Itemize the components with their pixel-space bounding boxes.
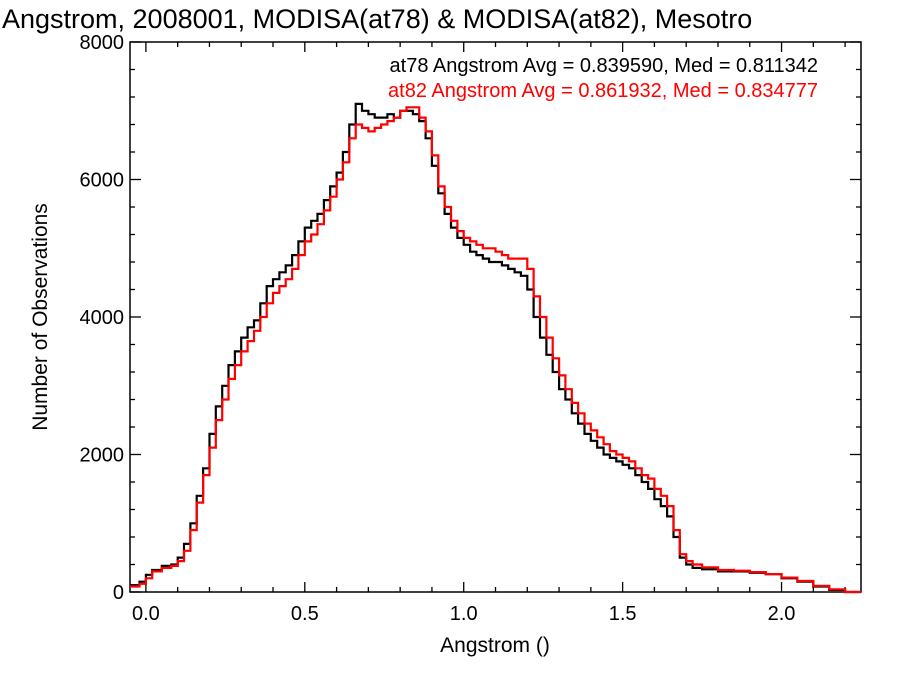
axis-ticks bbox=[130, 41, 861, 593]
series-group bbox=[130, 102, 861, 594]
y-tick-label: 4000 bbox=[80, 307, 125, 329]
x-axis-label: Angstrom () bbox=[440, 634, 550, 657]
series-at78-line bbox=[130, 102, 861, 594]
tick-labels: 0.0 0.5 1.0 1.5 2.0 0 2000 4000 6000 8000 bbox=[80, 32, 796, 625]
x-tick-label: 2.0 bbox=[768, 603, 796, 625]
x-tick-label: 1.5 bbox=[609, 603, 637, 625]
y-tick-label: 8000 bbox=[80, 32, 125, 54]
y-tick-label: 6000 bbox=[80, 170, 125, 192]
x-tick-label: 0.0 bbox=[132, 603, 160, 625]
chart-title: Angstrom, 2008001, MODISA(at78) & MODISA… bbox=[2, 4, 752, 34]
y-tick-label: 0 bbox=[113, 582, 124, 604]
x-tick-label: 0.5 bbox=[291, 603, 319, 625]
series-at82-line bbox=[130, 106, 861, 594]
y-tick-label: 2000 bbox=[80, 445, 125, 467]
y-axis-label: Number of Observations bbox=[29, 203, 52, 431]
legend-entry-at78: at78 Angstrom Avg = 0.839590, Med = 0.81… bbox=[390, 55, 818, 77]
plot-frame bbox=[129, 41, 862, 593]
x-tick-label: 1.0 bbox=[450, 603, 478, 625]
legend-entry-at82: at82 Angstrom Avg = 0.861932, Med = 0.83… bbox=[388, 80, 818, 102]
